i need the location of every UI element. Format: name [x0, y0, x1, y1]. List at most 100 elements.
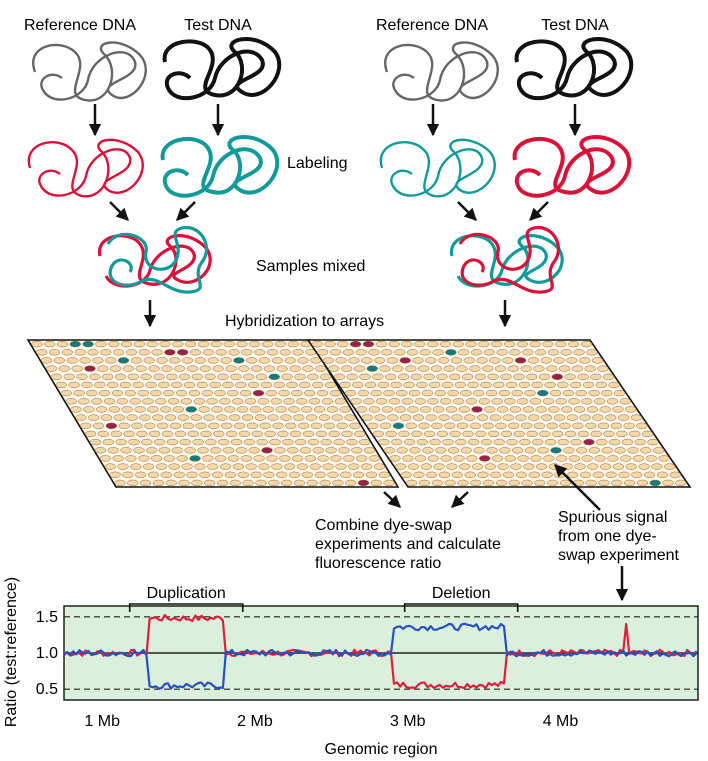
array-spot [272, 422, 284, 429]
array-spot [225, 365, 237, 372]
y-tick-label: 1.5 [36, 609, 58, 626]
array-spot [326, 406, 338, 413]
array-spot-signal [84, 365, 96, 372]
array-spot [606, 398, 619, 405]
array-spot [321, 398, 334, 405]
array-spot [540, 414, 553, 421]
array-spot [238, 365, 250, 372]
array-spot [181, 463, 193, 470]
array-spot [494, 365, 507, 372]
array-spot [150, 389, 162, 397]
array-spot [276, 471, 288, 478]
array-spot [294, 438, 307, 446]
array-spot [108, 340, 120, 348]
array-spot [98, 389, 111, 397]
y-axis-label: Ratio (test:reference) [3, 577, 20, 727]
array-spot-signal [471, 406, 483, 413]
array-spot [55, 381, 67, 389]
array-spot [45, 365, 58, 372]
array-spot [172, 340, 184, 348]
array-spot [493, 438, 505, 446]
array-spot [496, 349, 508, 356]
array-spot [324, 340, 336, 348]
array-spot [401, 340, 413, 348]
array-spot [122, 471, 134, 478]
array-spot [430, 365, 443, 372]
array-spot [178, 373, 191, 380]
array-spot [352, 471, 365, 478]
array-spot [432, 349, 444, 356]
array-spot [634, 438, 646, 446]
array-spot [87, 349, 99, 356]
array-spot [489, 414, 502, 421]
array-spot [541, 471, 553, 478]
array-spot [623, 422, 635, 429]
array-spot [254, 414, 266, 421]
array-spot [186, 471, 198, 478]
array-spot [491, 455, 504, 462]
array-spot [308, 398, 321, 405]
array-spot [236, 406, 249, 413]
array-spot [159, 340, 171, 348]
array-spot [109, 365, 122, 372]
array-spot [222, 447, 235, 454]
array-spot [355, 406, 368, 413]
array-spot [141, 438, 153, 446]
array-spot-signal [164, 349, 176, 356]
array-spot [214, 389, 226, 397]
array-spot [435, 447, 447, 454]
array-spot [412, 414, 425, 421]
array-spot [312, 381, 324, 389]
array-spot [78, 398, 90, 405]
array-spot [603, 430, 615, 438]
array-spot [378, 471, 390, 478]
array-spot [277, 430, 289, 438]
array-spot [584, 365, 596, 372]
array-spot [299, 447, 312, 454]
array-spot [71, 365, 83, 372]
array-spot [610, 422, 622, 429]
x-tick-label: 3 Mb [390, 713, 426, 730]
array-spot [590, 430, 602, 438]
array-spot [539, 430, 551, 438]
array-spot [216, 479, 229, 487]
array-spot [333, 438, 345, 446]
array-spot [549, 389, 562, 397]
array-spot [235, 381, 247, 389]
array-spot [425, 357, 437, 364]
array-spot [350, 398, 362, 405]
array-spot [559, 422, 571, 429]
array-spot [509, 349, 521, 356]
array-spot [160, 471, 172, 478]
array-spot [431, 422, 443, 429]
array-spot [599, 406, 611, 413]
array-spot [236, 340, 248, 348]
array-spot [301, 406, 313, 413]
array-spot [146, 340, 158, 348]
array-spot [558, 365, 571, 372]
array-spot [548, 406, 560, 413]
array-spot [118, 422, 130, 429]
array-spot [504, 398, 516, 405]
array-spot [255, 479, 267, 487]
array-spot [616, 430, 628, 438]
duplication-label: Duplication [147, 585, 226, 602]
array-spot [462, 430, 474, 438]
x-tick-label: 1 Mb [84, 713, 120, 730]
array-spot [255, 373, 268, 380]
array-spot [79, 357, 91, 364]
array-spot [163, 389, 175, 397]
array-spot [285, 422, 297, 429]
array-spot [237, 471, 249, 478]
array-spot [336, 422, 348, 429]
array-spot [434, 389, 446, 397]
array-spot [315, 430, 328, 438]
array-spot [127, 479, 139, 487]
array-spot [92, 357, 104, 364]
array-spot [436, 430, 449, 438]
array-spot [125, 349, 138, 356]
array-spot [254, 349, 266, 356]
array-spot [641, 430, 654, 438]
array-spot [271, 357, 284, 364]
array-spot [456, 365, 468, 372]
